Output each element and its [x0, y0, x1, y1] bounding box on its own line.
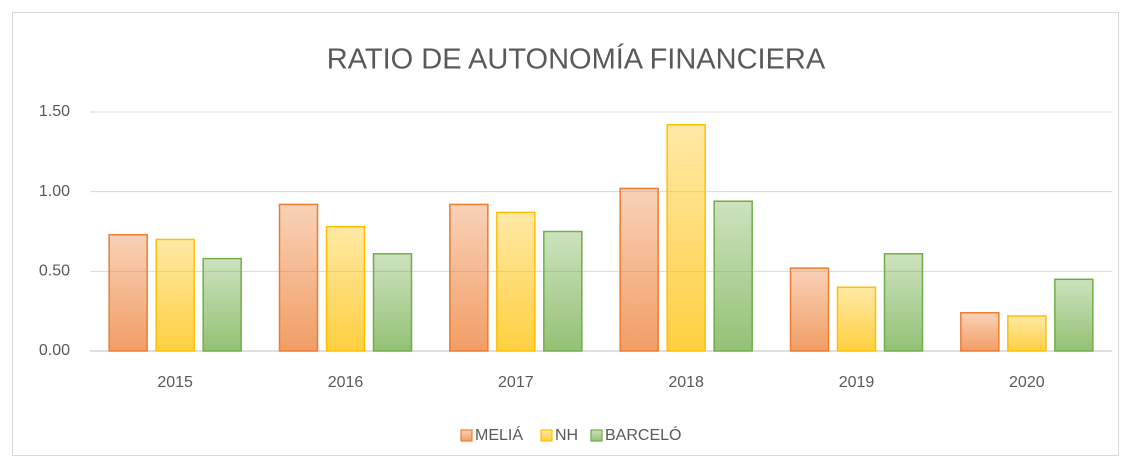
bar: [836, 286, 877, 352]
y-tick-label: 0.00: [39, 342, 70, 359]
bar: [325, 225, 366, 352]
bar: [278, 203, 319, 352]
x-tick-label: 2019: [839, 374, 875, 391]
x-tick-label: 2020: [1009, 374, 1045, 391]
legend-swatch: [540, 429, 553, 442]
bar: [1007, 315, 1047, 352]
y-tick-label: 1.00: [39, 183, 70, 200]
bar: [108, 233, 148, 352]
bar: [449, 203, 489, 352]
x-tick-label: 2018: [668, 374, 704, 391]
legend-label: MELIÁ: [475, 425, 523, 444]
y-tick-label: 1.50: [39, 103, 70, 120]
bar: [155, 238, 195, 352]
bar: [666, 123, 706, 352]
bar: [883, 253, 924, 352]
legend-label: NH: [555, 427, 578, 444]
bar: [713, 200, 753, 352]
bar: [543, 230, 583, 352]
legend-label: BARCELÓ: [605, 425, 681, 444]
bar: [202, 257, 242, 352]
bar: [619, 187, 659, 352]
bar: [496, 211, 536, 352]
legend-swatch: [590, 429, 603, 442]
bar: [1054, 278, 1094, 352]
legend-swatch: [460, 429, 473, 442]
x-tick-label: 2015: [157, 374, 193, 391]
bar: [372, 253, 413, 352]
x-tick-label: 2017: [498, 374, 534, 391]
bar: [789, 267, 830, 352]
y-tick-label: 0.50: [39, 263, 70, 280]
bar: [960, 312, 1000, 352]
x-tick-label: 2016: [328, 374, 364, 391]
chart-title: RATIO DE AUTONOMÍA FINANCIERA: [327, 43, 826, 76]
